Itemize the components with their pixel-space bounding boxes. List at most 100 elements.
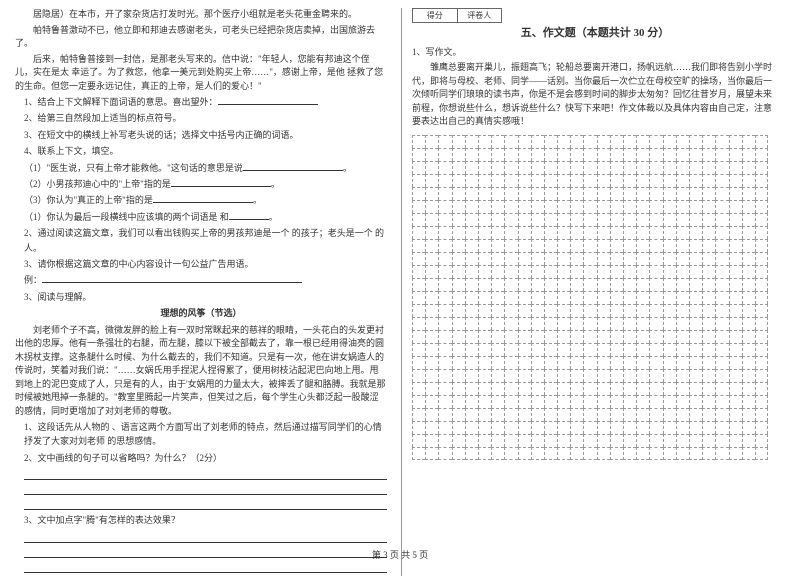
grid-cell: [531, 239, 544, 252]
grid-cell: [465, 382, 478, 395]
grid-cell: [597, 369, 610, 382]
grid-cell: [729, 148, 742, 161]
grid-cell: [438, 148, 451, 161]
grid-cell: [702, 213, 715, 226]
grid-cell: [583, 213, 596, 226]
grid-cell: [649, 174, 662, 187]
grid-cell: [425, 252, 438, 265]
grid-cell: [676, 408, 689, 421]
grid-cell: [636, 304, 649, 317]
grid-cell: [465, 187, 478, 200]
grid-cell: [649, 434, 662, 447]
grid-cell: [570, 330, 583, 343]
grid-cell: [544, 395, 557, 408]
grid-cell: [689, 421, 702, 434]
grid-cell: [610, 434, 623, 447]
grid-cell: [452, 356, 465, 369]
grid-cell: [465, 369, 478, 382]
grid-cell: [649, 317, 662, 330]
grid-cell: [518, 356, 531, 369]
grid-cell: [438, 434, 451, 447]
grid-cell: [531, 356, 544, 369]
grid-cell: [478, 213, 491, 226]
score-box: 得分 评卷人: [412, 8, 502, 23]
grid-cell: [729, 330, 742, 343]
grid-cell: [755, 447, 768, 460]
grid-cell: [649, 278, 662, 291]
grid-cell: [755, 200, 768, 213]
grid-cell: [623, 252, 636, 265]
grid-cell: [504, 226, 517, 239]
grid-cell: [425, 161, 438, 174]
grid-cell: [491, 187, 504, 200]
grid-cell: [715, 135, 728, 148]
grid-cell: [425, 135, 438, 148]
essay-grid: [412, 135, 778, 460]
grid-cell: [623, 382, 636, 395]
grid-cell: [597, 304, 610, 317]
grid-cell: [544, 291, 557, 304]
question-4-3: （3）你认为"真正的上帝"指的是。: [24, 193, 387, 207]
grid-cell: [597, 382, 610, 395]
grid-cell: [504, 135, 517, 148]
grid-cell: [465, 447, 478, 460]
grid-cell: [702, 395, 715, 408]
grid-cell: [412, 200, 425, 213]
grid-cell: [755, 369, 768, 382]
grid-cell: [729, 369, 742, 382]
grid-cell: [491, 317, 504, 330]
question-7: 3、阅读与理解。: [24, 290, 387, 304]
grid-cell: [689, 200, 702, 213]
grid-cell: [715, 317, 728, 330]
grid-cell: [438, 226, 451, 239]
grid-cell: [491, 200, 504, 213]
grid-cell: [491, 395, 504, 408]
grid-cell: [676, 252, 689, 265]
grid-cell: [649, 265, 662, 278]
grid-cell: [689, 187, 702, 200]
grid-cell: [742, 395, 755, 408]
grid-cell: [636, 382, 649, 395]
grid-cell: [518, 291, 531, 304]
grid-cell: [557, 239, 570, 252]
grid-cell: [610, 291, 623, 304]
grid-cell: [425, 447, 438, 460]
grid-cell: [689, 213, 702, 226]
grid-cell: [557, 330, 570, 343]
grid-cell: [412, 161, 425, 174]
grid-cell: [583, 317, 596, 330]
grid-cell: [597, 213, 610, 226]
grid-cell: [755, 434, 768, 447]
grid-cell: [755, 148, 768, 161]
grid-cell: [689, 239, 702, 252]
grid-cell: [531, 317, 544, 330]
grid-cell: [504, 447, 517, 460]
grid-cell: [412, 330, 425, 343]
grid-cell: [755, 421, 768, 434]
grid-cell: [452, 187, 465, 200]
grid-cell: [597, 187, 610, 200]
grid-cell: [518, 239, 531, 252]
grid-cell: [715, 226, 728, 239]
grid-cell: [742, 317, 755, 330]
grid-cell: [742, 369, 755, 382]
grid-cell: [649, 213, 662, 226]
grid-cell: [610, 213, 623, 226]
grid-cell: [478, 330, 491, 343]
grid-cell: [452, 148, 465, 161]
grid-cell: [438, 343, 451, 356]
grid-cell: [755, 174, 768, 187]
grid-cell: [636, 343, 649, 356]
section-title: 五、作文题（本题共计 30 分）: [412, 25, 778, 42]
grid-cell: [544, 187, 557, 200]
grid-cell: [425, 187, 438, 200]
grid-cell: [676, 148, 689, 161]
grid-cell: [729, 317, 742, 330]
grid-cell: [676, 291, 689, 304]
grid-cell: [689, 330, 702, 343]
grid-cell: [531, 187, 544, 200]
grid-cell: [663, 174, 676, 187]
grid-cell: [755, 330, 768, 343]
story-q3: 3、文中加点字"腾"有怎样的表达效果？: [24, 513, 387, 527]
grid-cell: [702, 434, 715, 447]
